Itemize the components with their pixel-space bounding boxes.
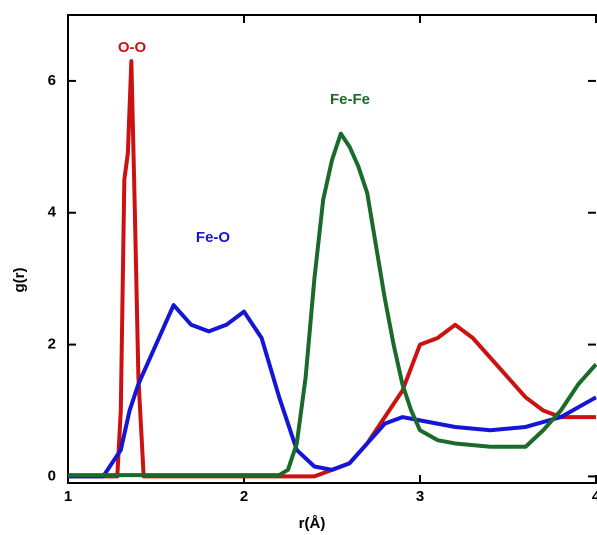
y-tick-label: 6 (48, 72, 56, 89)
series-line (68, 59, 596, 479)
series-line (68, 131, 597, 478)
series-label: Fe-O (196, 229, 231, 246)
plot-frame (67, 14, 597, 484)
x-tick-label: 2 (240, 488, 248, 505)
x-tick-label: 4 (592, 488, 597, 505)
y-tick-label: 2 (48, 336, 56, 353)
y-tick-label: 0 (48, 467, 56, 484)
series-label: Fe-Fe (330, 91, 370, 108)
series-line (68, 303, 597, 479)
y-axis-label: g(r) (11, 268, 28, 293)
series-label: O-O (118, 39, 147, 56)
x-tick-label: 1 (64, 488, 72, 505)
y-tick-label: 4 (48, 204, 57, 221)
x-axis-label: r(Å) (299, 515, 326, 532)
x-tick-label: 3 (416, 488, 424, 505)
